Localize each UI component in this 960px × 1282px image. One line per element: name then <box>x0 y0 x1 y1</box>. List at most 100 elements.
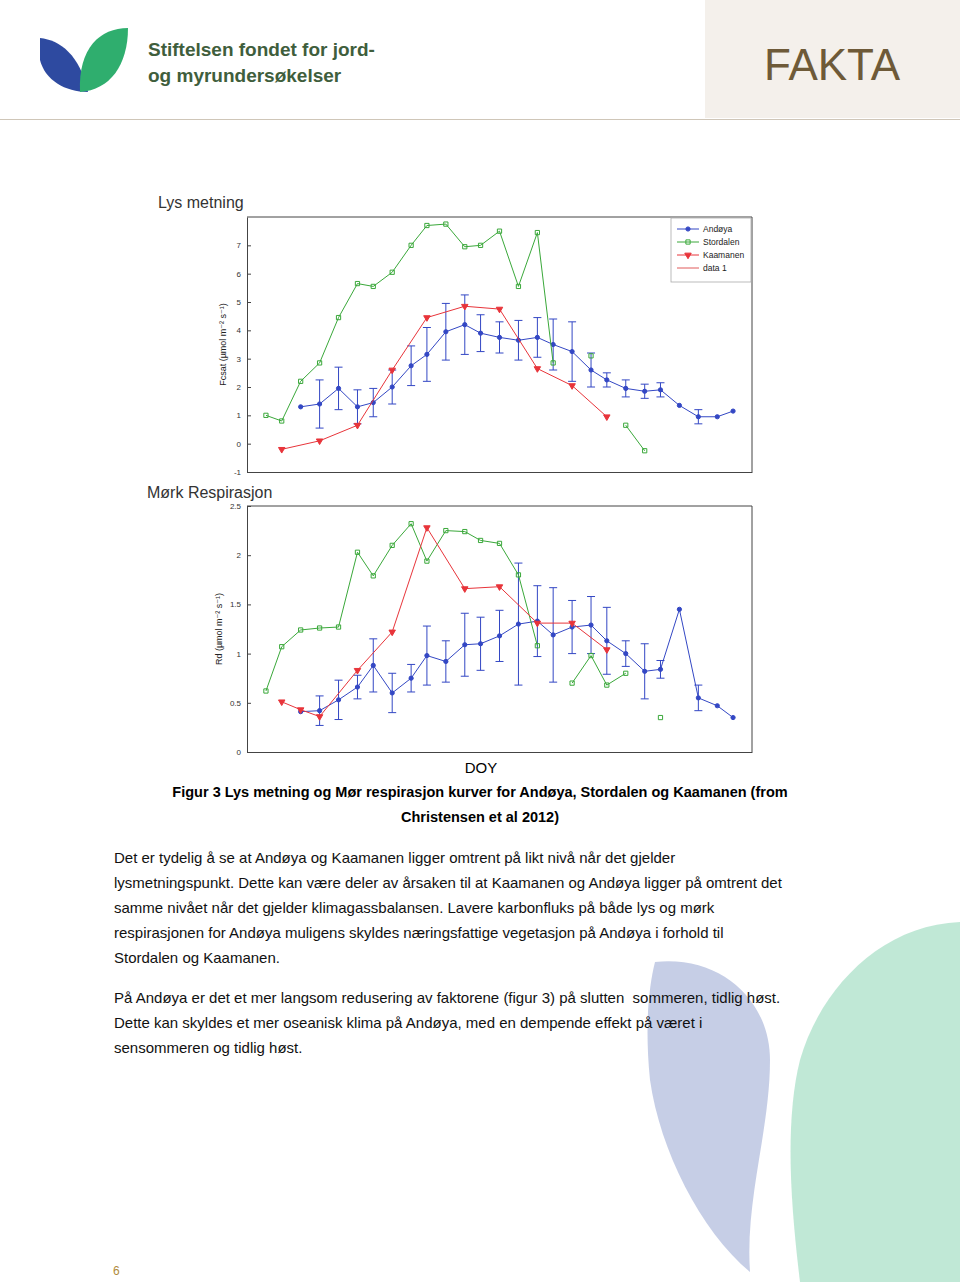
marker <box>409 522 413 526</box>
marker <box>336 315 340 319</box>
marker <box>605 639 609 643</box>
legend-entry: Kaamanen <box>677 250 744 260</box>
paragraph-line: Stordalen og Kaamanen. <box>114 949 280 966</box>
tick-mark <box>247 555 251 556</box>
error-bar <box>423 328 431 382</box>
legend-label: Stordalen <box>703 237 740 247</box>
chart-title: Mørk Respirasjon <box>147 484 272 501</box>
tick-label: -1 <box>234 468 242 477</box>
page: Stiftelsen fondet for jord-og myrundersø… <box>0 0 960 1282</box>
legend-box <box>671 218 751 282</box>
error-bar <box>568 322 576 382</box>
marker <box>355 550 359 554</box>
logo-leaf-green <box>80 28 128 92</box>
tick: 2 <box>237 383 251 392</box>
marker <box>390 691 394 695</box>
marker <box>280 419 284 423</box>
legend-label: data 1 <box>703 263 727 273</box>
marker <box>390 270 394 274</box>
org-name: og myrundersøkelser <box>148 65 342 86</box>
marker <box>444 528 448 532</box>
marker <box>444 222 448 226</box>
marker <box>534 367 540 373</box>
marker <box>264 413 268 417</box>
legend: Andøya Stordalen Kaamanen data 1 <box>671 218 751 282</box>
tick: 5 <box>237 298 251 307</box>
marker <box>389 630 395 636</box>
marker <box>497 229 501 233</box>
marker <box>390 385 394 389</box>
legend-line <box>677 242 699 243</box>
marker <box>425 653 429 657</box>
error-bar <box>622 641 630 667</box>
chart-title: Lys metning <box>158 194 244 211</box>
marker <box>354 668 360 674</box>
series-line <box>266 224 645 451</box>
marker <box>355 685 359 689</box>
marker <box>643 669 647 673</box>
error-bar <box>407 664 415 692</box>
marker <box>316 439 322 445</box>
paragraph-line: Dette kan skyldes et mer oseanisk klima … <box>114 1014 702 1031</box>
header-rule <box>0 119 960 120</box>
tick-label: 0.5 <box>230 699 242 708</box>
legend-entry: Stordalen <box>677 237 740 247</box>
marker <box>624 386 628 390</box>
marker <box>336 386 340 390</box>
marker <box>677 607 681 611</box>
marker <box>534 621 540 627</box>
marker <box>497 634 501 638</box>
marker <box>425 352 429 356</box>
leaf-blue <box>648 961 770 1272</box>
legend-entry: Andøya <box>677 224 733 234</box>
org-name: Stiftelsen fondet for jord- <box>148 39 375 60</box>
y-axis: -101234567 <box>234 218 251 478</box>
marker <box>605 378 609 382</box>
legend-marker <box>686 240 690 244</box>
marker <box>551 633 555 637</box>
marker <box>354 423 360 429</box>
marker <box>589 653 593 657</box>
error-bar <box>353 390 361 424</box>
error-bar <box>694 685 702 711</box>
tick-mark <box>247 387 251 388</box>
error-bar <box>442 641 450 682</box>
marker <box>535 644 539 648</box>
marker <box>589 623 593 627</box>
plot-background <box>247 506 752 752</box>
header-label: FAKTA <box>764 40 901 89</box>
tick-mark <box>247 654 251 655</box>
error-bar <box>335 680 343 719</box>
tick-label: 4 <box>237 326 242 335</box>
marker <box>278 447 284 453</box>
tick-mark <box>247 604 251 605</box>
error-bar <box>496 610 504 661</box>
error-bar <box>369 388 377 416</box>
y-axis: 00.511.522.5 <box>230 502 251 757</box>
marker <box>317 402 321 406</box>
header: Stiftelsen fondet for jord-og myrundersø… <box>0 0 960 120</box>
marker <box>390 543 394 547</box>
error-bar <box>423 626 431 685</box>
marker <box>496 585 502 591</box>
tick-label: 7 <box>237 241 242 250</box>
frame <box>752 506 753 752</box>
error-bar <box>335 367 343 410</box>
marker <box>677 403 681 407</box>
marker <box>535 335 539 339</box>
paragraph-line: På Andøya er det et mer langsom reduseri… <box>114 989 780 1006</box>
tick-label: 3 <box>237 355 242 364</box>
marker <box>299 379 303 383</box>
marker <box>371 284 375 288</box>
tick-label: 1.5 <box>230 600 242 609</box>
series-line <box>282 528 607 717</box>
plot-background <box>247 217 752 472</box>
tick-label: 0 <box>237 748 242 757</box>
frame <box>752 217 753 472</box>
series <box>264 522 663 720</box>
marker <box>696 696 700 700</box>
tick-mark <box>247 444 251 445</box>
legend-line <box>677 268 699 269</box>
tick-mark <box>247 245 251 246</box>
paragraph-line: samme nivået når det gjelder klimagassba… <box>114 899 715 916</box>
